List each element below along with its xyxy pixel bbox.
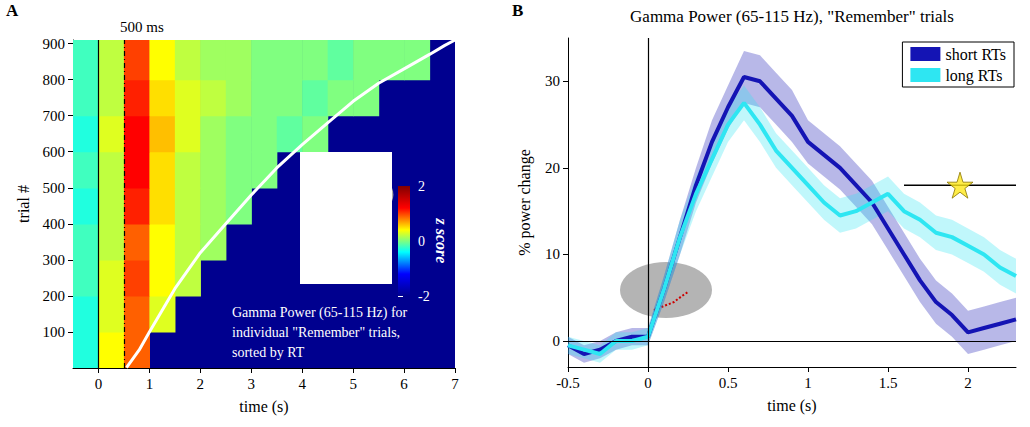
svg-text:% power change: % power change [516, 149, 534, 256]
svg-text:1: 1 [146, 376, 154, 392]
svg-text:short RTs: short RTs [945, 46, 1006, 63]
svg-text:400: 400 [43, 216, 66, 232]
svg-text:individual "Remember" trials,: individual "Remember" trials, [232, 325, 400, 340]
svg-text:600: 600 [43, 144, 66, 160]
svg-text:B: B [512, 1, 523, 20]
svg-text:2: 2 [197, 376, 205, 392]
svg-text:10: 10 [545, 246, 560, 262]
svg-text:700: 700 [43, 108, 66, 124]
svg-text:time (s): time (s) [767, 397, 816, 415]
svg-text:30: 30 [545, 73, 560, 89]
svg-text:0.5: 0.5 [719, 375, 738, 391]
svg-text:Gamma Power (65-115 Hz) for: Gamma Power (65-115 Hz) for [232, 305, 408, 321]
svg-text:Gamma Power (65-115 Hz), "Reme: Gamma Power (65-115 Hz), "Remember" tria… [630, 7, 954, 26]
svg-text:200: 200 [43, 288, 66, 304]
svg-text:z score: z score [433, 218, 450, 264]
svg-text:500 ms: 500 ms [120, 19, 164, 35]
svg-text:0: 0 [553, 333, 561, 349]
svg-text:-0.5: -0.5 [556, 375, 580, 391]
svg-text:0: 0 [644, 375, 652, 391]
svg-text:sorted by RT: sorted by RT [232, 345, 305, 360]
svg-text:2: 2 [418, 179, 425, 194]
svg-text:900: 900 [43, 36, 66, 52]
svg-text:3: 3 [248, 376, 256, 392]
svg-text:0: 0 [418, 234, 425, 249]
svg-text:4: 4 [298, 376, 306, 392]
svg-text:100: 100 [43, 324, 66, 340]
svg-text:6: 6 [400, 376, 408, 392]
svg-text:trial #: trial # [15, 185, 32, 223]
svg-text:time (s): time (s) [239, 398, 288, 416]
svg-text:7: 7 [451, 376, 459, 392]
svg-text:long RTs: long RTs [945, 67, 1002, 85]
svg-text:2: 2 [964, 375, 972, 391]
svg-text:300: 300 [43, 252, 66, 268]
svg-text:A: A [6, 1, 19, 20]
svg-text:5: 5 [349, 376, 357, 392]
svg-text:0: 0 [95, 376, 103, 392]
svg-text:20: 20 [545, 160, 560, 176]
svg-text:1: 1 [804, 375, 812, 391]
svg-text:-2: -2 [418, 289, 430, 304]
svg-text:500: 500 [43, 180, 66, 196]
svg-text:1.5: 1.5 [879, 375, 898, 391]
svg-text:800: 800 [43, 72, 66, 88]
